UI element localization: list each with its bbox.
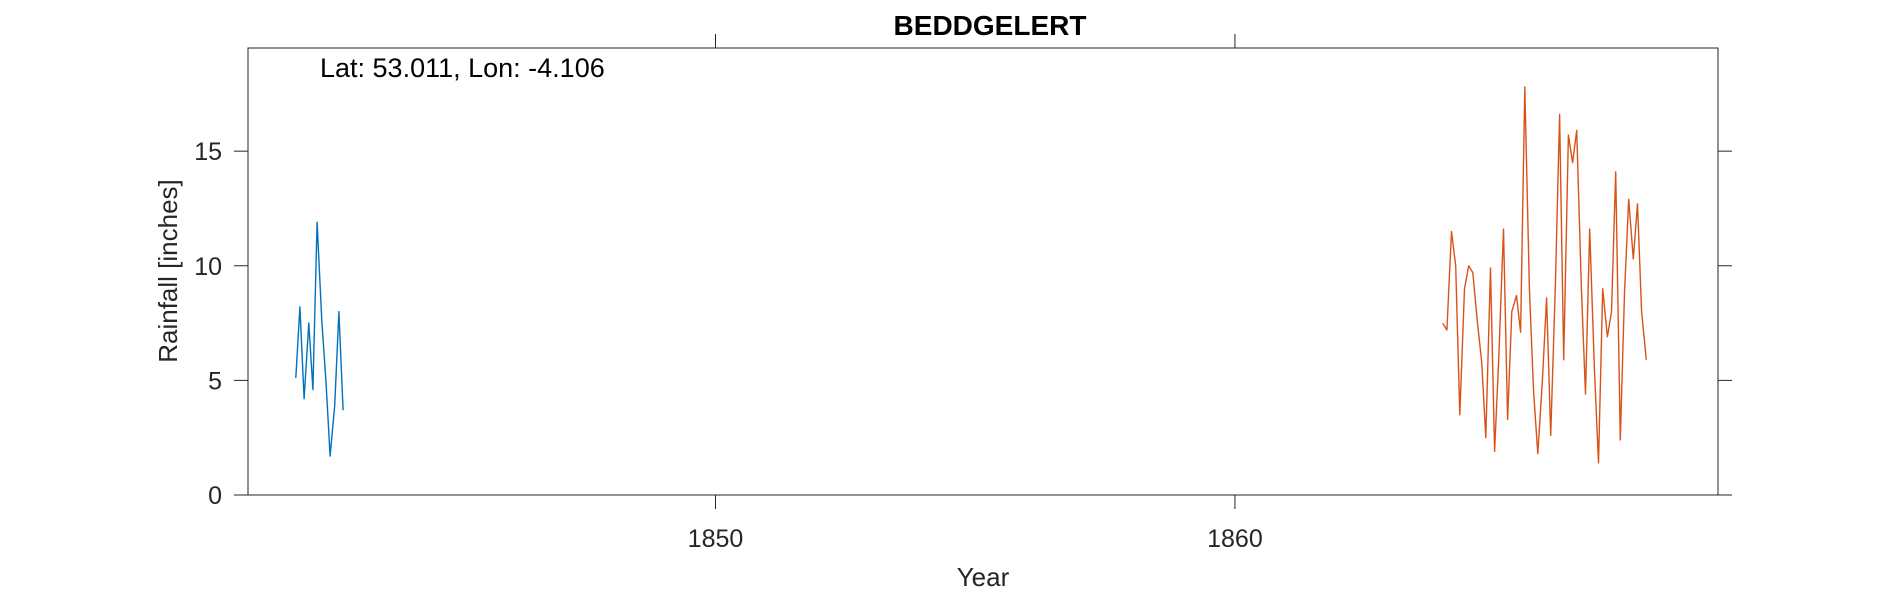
y-axis-label: Rainfall [inches] <box>153 179 183 363</box>
axes-box <box>247 47 1719 496</box>
chart-title: BEDDGELERT <box>894 10 1087 41</box>
y-tick-label: 5 <box>208 367 222 395</box>
ticks-layer: 1850 1860 0 5 10 15 <box>194 34 1732 553</box>
plot-area: 1850 1860 0 5 10 15 <box>194 34 1732 553</box>
series-layer <box>295 86 1647 464</box>
station-coordinates-label: Lat: 53.011, Lon: -4.106 <box>320 53 605 83</box>
x-tick-label: 1860 <box>1207 525 1263 553</box>
y-tick-label: 10 <box>194 253 222 281</box>
y-tick-label: 0 <box>208 482 222 510</box>
y-tick-label: 15 <box>194 138 222 166</box>
x-tick-label: 1850 <box>688 525 744 553</box>
series-line-1 <box>295 221 344 457</box>
series-line-2 <box>1442 86 1647 464</box>
x-axis-label: Year <box>957 562 1010 591</box>
